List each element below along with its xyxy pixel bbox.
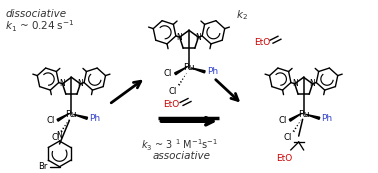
Text: Br: Br: [38, 162, 48, 171]
Text: N: N: [57, 131, 62, 140]
Text: $k_2$: $k_2$: [236, 9, 248, 22]
Polygon shape: [305, 114, 320, 119]
Text: EtO: EtO: [277, 154, 293, 163]
Text: N: N: [195, 33, 201, 42]
Text: $k_1$ ~ 0.24 s$^{-1}$: $k_1$ ~ 0.24 s$^{-1}$: [5, 19, 75, 34]
Polygon shape: [57, 113, 70, 121]
Text: Cl: Cl: [169, 87, 177, 96]
Text: Ru: Ru: [298, 110, 310, 119]
Text: Cl: Cl: [46, 116, 54, 125]
Text: N: N: [310, 79, 315, 88]
Text: Ru: Ru: [183, 63, 195, 72]
Text: N: N: [60, 79, 65, 88]
Text: Cl: Cl: [284, 133, 292, 142]
Text: Ph: Ph: [207, 67, 218, 76]
Text: Cl: Cl: [51, 133, 60, 142]
Text: N: N: [177, 33, 183, 42]
Text: $k_3$ ~ 3 $^{1}$ M$^{-1}$s$^{-1}$: $k_3$ ~ 3 $^{1}$ M$^{-1}$s$^{-1}$: [141, 137, 218, 153]
Text: Cl: Cl: [279, 116, 287, 125]
Text: N: N: [292, 79, 297, 88]
Text: Ph: Ph: [321, 114, 333, 123]
Polygon shape: [289, 113, 302, 121]
Text: N: N: [77, 79, 83, 88]
Polygon shape: [191, 68, 205, 73]
Polygon shape: [175, 67, 187, 75]
Text: EtO: EtO: [163, 100, 180, 109]
Text: dissociative: dissociative: [5, 9, 66, 19]
Text: EtO: EtO: [254, 38, 271, 47]
Text: Ph: Ph: [89, 114, 100, 123]
Polygon shape: [73, 114, 88, 119]
Text: Ru: Ru: [66, 110, 77, 119]
Text: associative: associative: [152, 151, 211, 161]
Text: Cl: Cl: [164, 69, 172, 78]
